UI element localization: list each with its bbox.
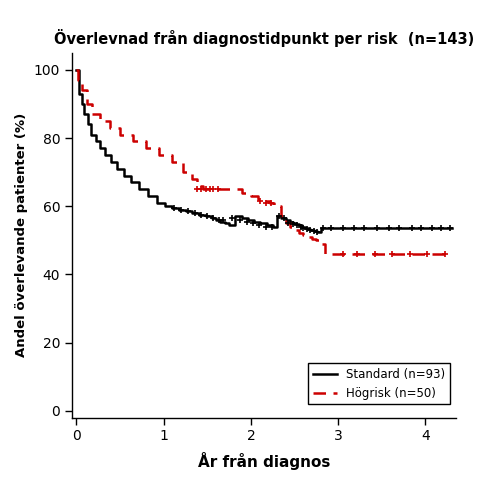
X-axis label: År från diagnos: År från diagnos <box>198 452 330 470</box>
Y-axis label: Andel överlevande patienter (%): Andel överlevande patienter (%) <box>15 113 28 357</box>
Legend: Standard (n=93), Högrisk (n=50): Standard (n=93), Högrisk (n=50) <box>309 363 450 405</box>
Title: Överlevnad från diagnostidpunkt per risk  (n=143): Överlevnad från diagnostidpunkt per risk… <box>54 29 474 48</box>
